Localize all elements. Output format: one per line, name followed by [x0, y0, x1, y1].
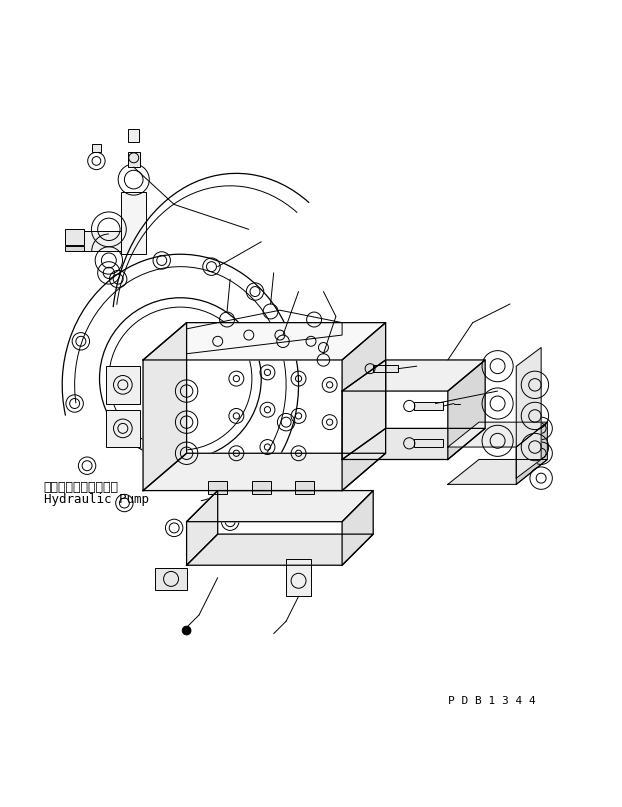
Polygon shape	[143, 323, 386, 360]
Polygon shape	[143, 454, 386, 491]
Polygon shape	[342, 323, 386, 491]
Polygon shape	[342, 429, 485, 459]
Bar	[128, 152, 140, 167]
Polygon shape	[143, 323, 187, 491]
Polygon shape	[187, 491, 218, 565]
Polygon shape	[187, 491, 373, 521]
Text: Hydraulic Pump: Hydraulic Pump	[44, 493, 149, 507]
Bar	[156, 568, 187, 590]
Polygon shape	[448, 422, 547, 447]
Circle shape	[182, 626, 191, 635]
Bar	[128, 128, 139, 142]
Bar	[106, 366, 140, 404]
Bar	[295, 481, 314, 494]
Bar	[121, 192, 146, 254]
Bar	[373, 365, 398, 372]
Bar	[65, 229, 84, 245]
Bar	[92, 144, 101, 152]
Polygon shape	[342, 360, 386, 459]
Polygon shape	[448, 459, 547, 484]
Polygon shape	[448, 360, 485, 459]
Polygon shape	[187, 534, 373, 565]
Bar	[414, 439, 443, 447]
Bar	[65, 246, 84, 251]
Polygon shape	[342, 491, 373, 565]
Text: P D B 1 3 4 4: P D B 1 3 4 4	[448, 696, 536, 706]
Bar	[252, 481, 271, 494]
Bar	[208, 481, 227, 494]
Text: ハイドロリックポンプ: ハイドロリックポンプ	[44, 481, 119, 494]
Bar	[81, 232, 121, 251]
Polygon shape	[342, 360, 485, 391]
Bar	[286, 559, 311, 596]
Bar	[106, 410, 140, 447]
Polygon shape	[516, 422, 547, 484]
Polygon shape	[516, 348, 541, 478]
Bar	[414, 402, 443, 410]
